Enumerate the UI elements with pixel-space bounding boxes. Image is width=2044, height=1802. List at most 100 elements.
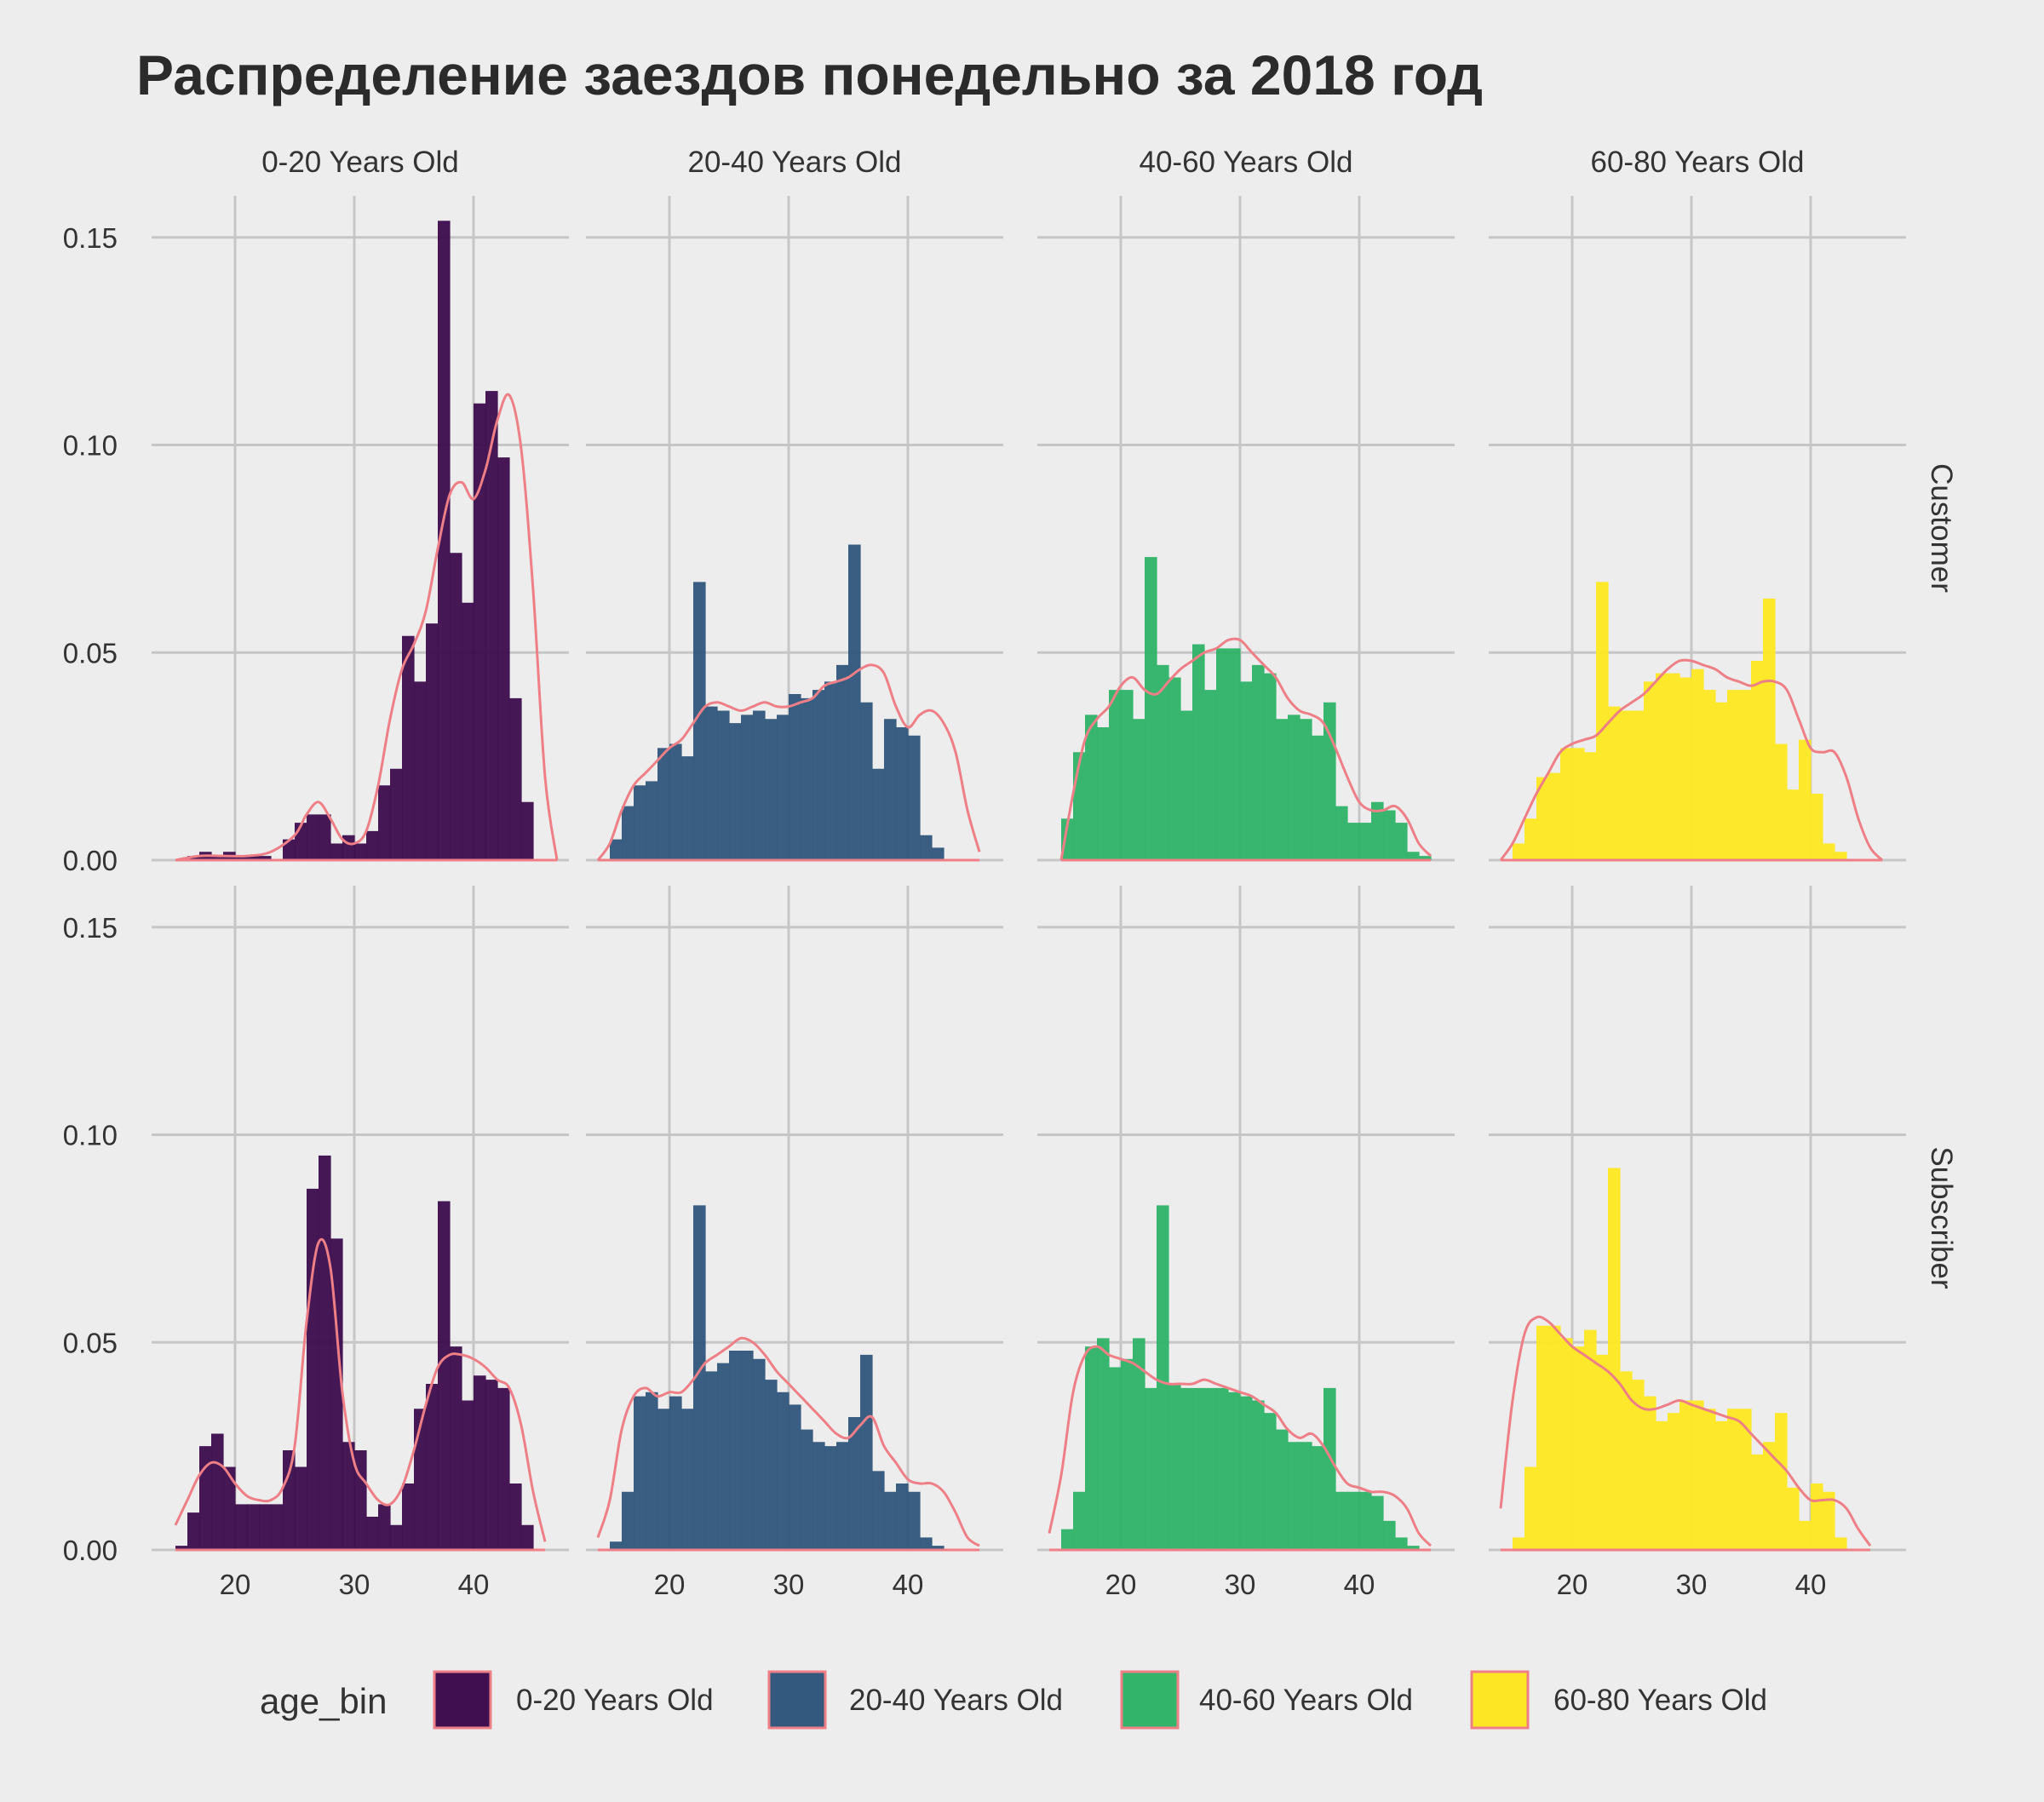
histogram-bar	[1703, 690, 1716, 860]
histogram-bar	[211, 856, 224, 860]
histogram-bar	[872, 1471, 885, 1550]
histogram-bar	[259, 856, 272, 860]
histogram-bar	[1157, 664, 1169, 860]
histogram-bar	[610, 1541, 623, 1550]
histogram-bar	[319, 1155, 331, 1550]
histogram-bar	[789, 1404, 801, 1550]
histogram-bar	[741, 714, 754, 860]
histogram-bar	[378, 785, 391, 860]
histogram-bar	[330, 843, 343, 860]
histogram-bar	[1691, 669, 1704, 860]
histogram-bar	[1775, 1413, 1788, 1550]
histogram-bar	[1383, 810, 1396, 860]
histogram-bar	[521, 1524, 534, 1550]
histogram-bar	[1240, 1396, 1253, 1550]
histogram-bar	[824, 681, 837, 860]
histogram-bar	[330, 1238, 343, 1550]
histogram-bar	[824, 1446, 837, 1550]
histogram-bar	[1097, 727, 1110, 860]
histogram-bar	[521, 801, 534, 860]
histogram-bar	[812, 690, 825, 860]
y-tick-label: 0.05	[63, 637, 118, 669]
histogram-bar	[622, 1491, 634, 1550]
histogram-bar	[669, 743, 682, 860]
histogram-bar	[1347, 823, 1360, 860]
histogram-bar	[729, 1351, 742, 1550]
y-tick-label: 0.15	[63, 222, 118, 254]
histogram-bar	[509, 1483, 522, 1550]
histogram-bar	[753, 1358, 766, 1550]
histogram-bar	[402, 635, 415, 860]
histogram-bar	[1312, 735, 1324, 860]
x-tick-label: 30	[1225, 1569, 1256, 1600]
histogram-bar	[860, 1354, 873, 1550]
histogram-bar	[848, 1417, 861, 1550]
histogram-bar	[450, 1346, 462, 1550]
histogram-bar	[932, 1546, 944, 1550]
histogram-bar	[366, 1517, 379, 1550]
histogram-bar	[896, 727, 909, 860]
y-tick-label: 0.05	[63, 1327, 118, 1358]
histogram-bar	[1584, 752, 1597, 860]
histogram-bar	[1288, 714, 1300, 860]
histogram-bar	[1359, 1491, 1372, 1550]
histogram-bar	[634, 1396, 646, 1550]
histogram-bar	[1739, 1409, 1752, 1550]
histogram-bar	[1799, 739, 1811, 860]
histogram-bar	[1192, 644, 1205, 860]
histogram-bar	[1548, 772, 1561, 860]
histogram-bar	[1335, 806, 1348, 860]
histogram-bar	[1419, 856, 1432, 860]
histogram-bar	[1145, 1387, 1157, 1550]
histogram-bar	[634, 785, 646, 860]
facet-row-label: Subscriber	[1925, 1146, 1958, 1289]
legend-key	[767, 1670, 827, 1730]
histogram-bar	[438, 221, 451, 860]
histogram-bar	[235, 1504, 248, 1550]
legend: age_bin 0-20 Years Old 20-40 Years Old 40-6…	[260, 1670, 1767, 1730]
histogram-bar	[884, 719, 897, 860]
legend-label: 0-20 Years Old	[516, 1684, 714, 1717]
histogram-bar	[1739, 690, 1752, 860]
histogram-bar	[920, 835, 933, 860]
histogram-bar	[259, 1504, 272, 1550]
histogram-bar	[1560, 1338, 1573, 1550]
histogram-bar	[872, 768, 885, 860]
histogram-bar	[1097, 1338, 1110, 1550]
histogram-bar	[295, 823, 307, 860]
histogram-bar	[1395, 1537, 1408, 1550]
histogram-bar	[622, 806, 634, 860]
histogram-bar	[1407, 1546, 1420, 1550]
facet-col-label: 40-60 Years Old	[1139, 146, 1352, 179]
histogram-bar	[211, 1433, 224, 1550]
histogram-bar	[1300, 719, 1312, 860]
histogram-bar	[1513, 843, 1525, 860]
histogram-bar	[1691, 1400, 1704, 1550]
density-curve	[596, 1336, 980, 1547]
histogram-bar	[1264, 1413, 1277, 1550]
histogram-bar	[474, 1375, 486, 1550]
histogram-bar	[1109, 1367, 1122, 1550]
histogram-bar	[497, 457, 510, 860]
histogram-bar	[485, 1380, 498, 1550]
histogram-bar	[1775, 743, 1788, 860]
histogram-bar	[247, 1504, 260, 1550]
histogram-bar	[1395, 823, 1408, 860]
histogram-bar	[1811, 1483, 1823, 1550]
histogram-bar	[801, 697, 813, 860]
histogram-bar	[1359, 823, 1372, 860]
histogram-bar	[223, 1466, 236, 1550]
histogram-bar	[610, 839, 623, 860]
histogram-bar	[765, 1380, 778, 1550]
histogram-bar	[474, 403, 486, 860]
histogram-bar	[199, 1446, 212, 1550]
histogram-bar	[414, 1409, 427, 1550]
histogram-bar	[1335, 1491, 1348, 1550]
histogram-bar	[1727, 1409, 1740, 1550]
histogram-bar	[777, 1392, 789, 1550]
histogram-bar	[1608, 1168, 1621, 1550]
x-tick-label: 40	[458, 1569, 490, 1600]
panel	[1037, 196, 1455, 862]
histogram-bar	[1204, 690, 1217, 860]
histogram-bar	[1679, 1400, 1692, 1550]
